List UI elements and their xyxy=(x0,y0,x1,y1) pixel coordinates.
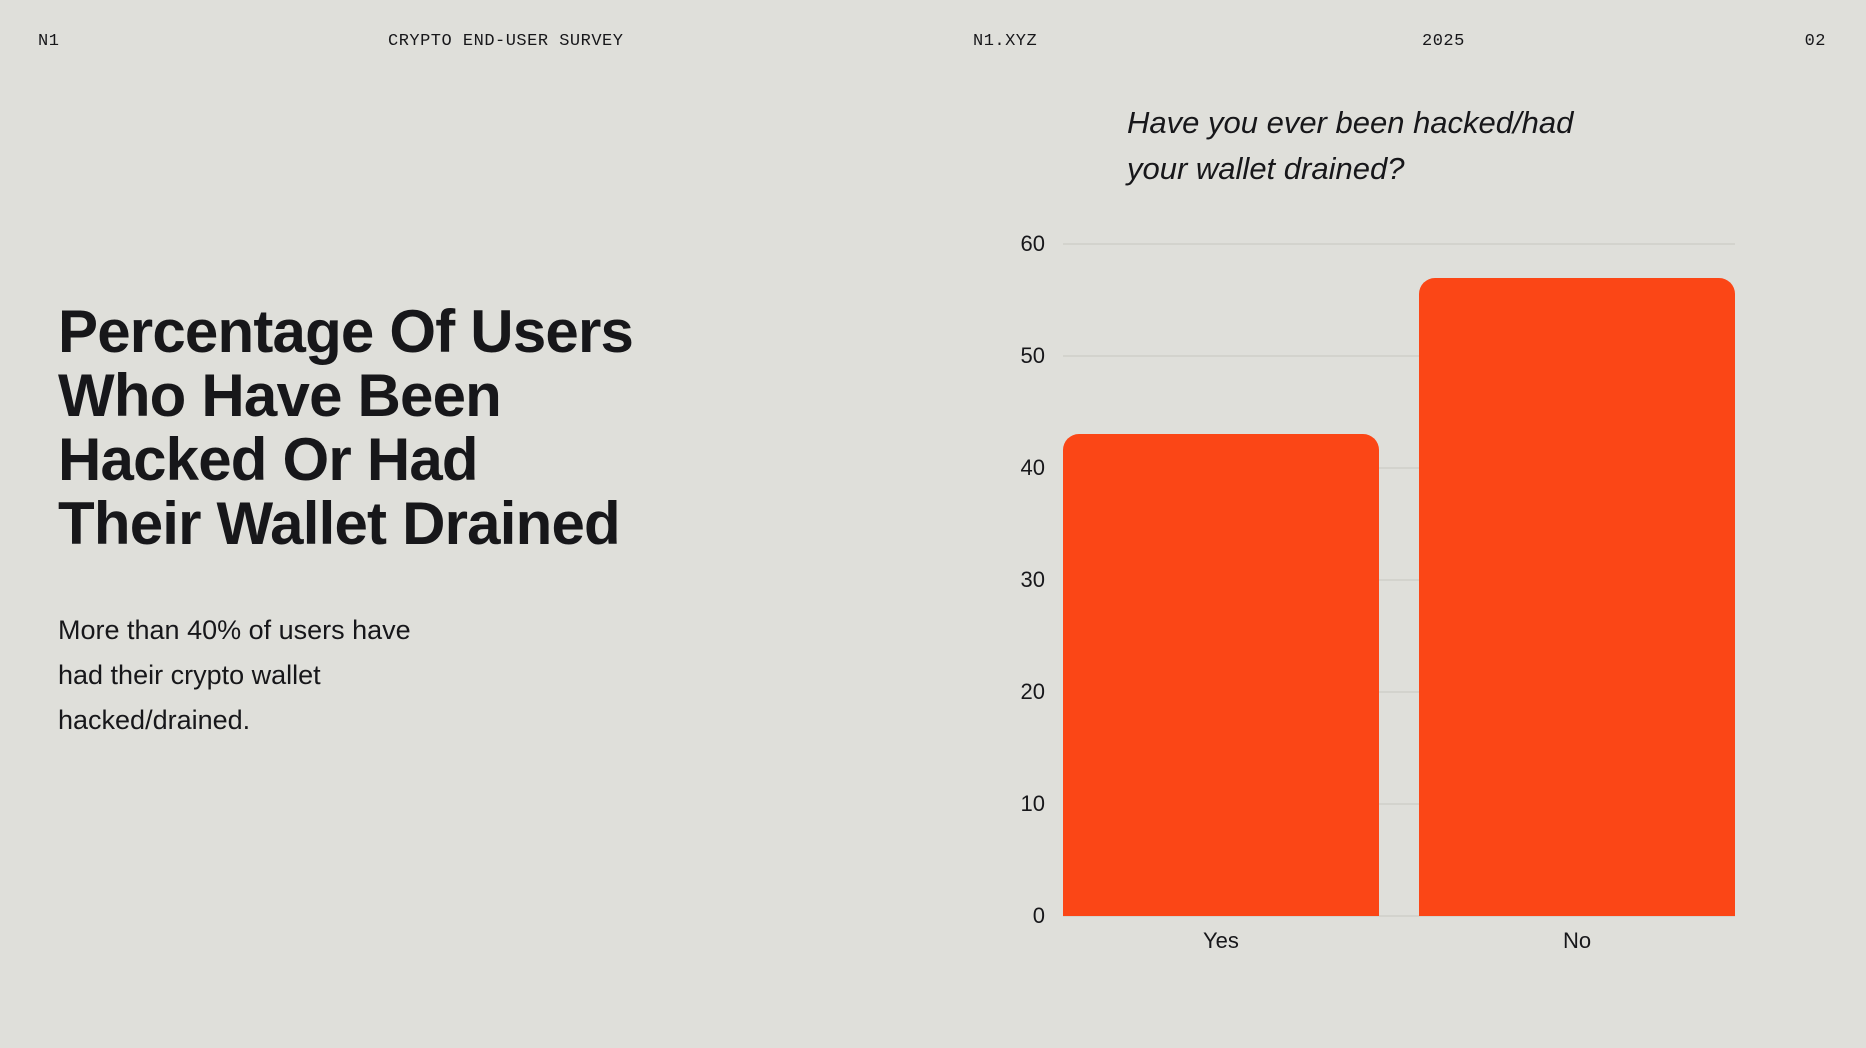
y-tick-label-30: 30 xyxy=(1020,567,1045,592)
x-tick-label-no: No xyxy=(1563,928,1592,953)
y-tick-label-50: 50 xyxy=(1020,343,1045,368)
year-label: 2025 xyxy=(1422,32,1465,51)
y-tick-label-10: 10 xyxy=(1020,791,1045,816)
chart-plot: 0 10 20 30 40 50 60 xyxy=(1021,233,1735,927)
survey-title: CRYPTO END-USER SURVEY xyxy=(388,32,624,51)
page-subtitle-line-1: More than 40% of users have xyxy=(58,615,411,645)
text-column: Percentage Of Users Who Have Been Hacked… xyxy=(58,300,738,743)
page-title-line-3: Hacked Or Had xyxy=(58,426,479,493)
chart-title-line-1: Have you ever been hacked/had xyxy=(1127,105,1574,140)
chart-title-line-2: your wallet drained? xyxy=(1127,151,1405,186)
gridline-30 xyxy=(1063,579,1735,581)
gridline-60 xyxy=(1063,243,1735,245)
bar-yes xyxy=(1063,434,1379,916)
y-tick-label-0: 0 xyxy=(1032,903,1045,928)
bar-no xyxy=(1419,277,1735,916)
gridline-50 xyxy=(1063,355,1735,357)
website-label: N1.XYZ xyxy=(973,32,1038,51)
y-tick-label-40: 40 xyxy=(1020,455,1045,480)
page-title-line-1: Percentage Of Users xyxy=(58,298,634,365)
page-number: 02 xyxy=(1804,32,1826,51)
chart-title: Have you ever been hacked/had your walle… xyxy=(1063,100,1735,192)
page-title-line-4: Their Wallet Drained xyxy=(58,490,621,557)
page-subtitle-line-3: hacked/drained. xyxy=(58,705,251,735)
page-title-line-2: Who Have Been xyxy=(58,362,502,429)
bars-group xyxy=(1063,244,1735,916)
brand-label: N1 xyxy=(38,32,60,51)
y-tick-label-60: 60 xyxy=(1020,231,1045,256)
page-title: Percentage Of Users Who Have Been Hacked… xyxy=(58,300,738,556)
page-subtitle: More than 40% of users have had their cr… xyxy=(58,608,738,743)
gridline-10 xyxy=(1063,803,1735,805)
gridline-40 xyxy=(1063,467,1735,469)
gridline-20 xyxy=(1063,691,1735,693)
x-tick-label-yes: Yes xyxy=(1202,928,1239,953)
chart-x-labels: Yes No xyxy=(1063,928,1735,954)
gridline-0 xyxy=(1063,915,1735,917)
page-subtitle-line-2: had their crypto wallet xyxy=(58,660,321,690)
chart-section: Have you ever been hacked/had your walle… xyxy=(1021,100,1735,954)
y-tick-label-20: 20 xyxy=(1020,679,1045,704)
